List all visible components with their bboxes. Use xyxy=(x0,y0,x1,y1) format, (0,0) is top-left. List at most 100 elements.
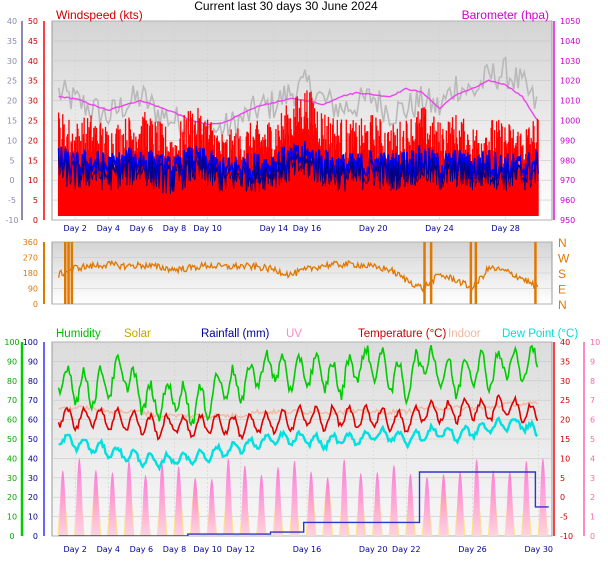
chart-title: Current last 30 days 30 June 2024 xyxy=(194,0,378,13)
windspeed-tick-label: 30 xyxy=(28,97,38,106)
uv-hump xyxy=(58,470,67,536)
windspeed-tick-label: 35 xyxy=(28,77,38,86)
climate-x-tick-label: Day 20 xyxy=(359,545,388,554)
uv-hump xyxy=(505,471,514,536)
humidity-tick-label: 0 xyxy=(9,532,14,541)
temperature-tick-label: 25 xyxy=(560,396,570,405)
legend-entry: Rainfall (mm) xyxy=(201,328,270,340)
wind-outer-tick-label: 5 xyxy=(9,156,14,165)
humidity-tick-label: 20 xyxy=(7,493,17,502)
temperature-tick-label: 40 xyxy=(560,338,570,347)
climate-x-tick-label: Day 12 xyxy=(226,545,255,554)
barometer-tick-label: 1050 xyxy=(560,17,580,26)
uv-tick-label: 4 xyxy=(590,454,595,463)
climate-x-ticks: Day 2 Day 4 Day 6 Day 8 Day 10 Day 12 Day 16 Da… xyxy=(63,545,553,554)
barometer-tick-label: 970 xyxy=(560,176,575,185)
temperature-tick-label: 20 xyxy=(560,416,570,425)
uv-hump xyxy=(158,463,167,536)
barometer-tick-label: 1000 xyxy=(560,117,580,126)
direction-tick-label: 0 xyxy=(33,300,38,309)
rainfall-tick-label: 10 xyxy=(28,513,38,522)
windspeed-tick-label: 45 xyxy=(28,37,38,46)
climate-x-tick-label: Day 10 xyxy=(193,545,222,554)
humidity-tick-label: 90 xyxy=(7,357,17,366)
direction-grid xyxy=(52,241,552,305)
direction-tick-label: 180 xyxy=(23,269,38,278)
uv-hump xyxy=(108,472,117,536)
wind-panel: Windspeed (kts) Barometer (hpa) 40 50 1050… xyxy=(5,8,580,233)
windspeed-tick-label: 15 xyxy=(28,156,38,165)
wind-x-tick-label: Day 8 xyxy=(163,224,186,233)
uv-tick-label: 7 xyxy=(590,396,595,405)
uv-tick-label: 8 xyxy=(590,377,595,386)
barometer-tick-label: 960 xyxy=(560,196,575,205)
rainfall-tick-label: 20 xyxy=(28,493,38,502)
barometer-tick-label: 1040 xyxy=(560,37,580,46)
rainfall-tick-label: 0 xyxy=(33,532,38,541)
direction-tick-label: 90 xyxy=(28,285,38,294)
wind-x-tick-label: Day 16 xyxy=(293,224,322,233)
uv-hump xyxy=(307,471,316,536)
uv-tick-label: 1 xyxy=(590,513,595,522)
uv-hump xyxy=(91,469,100,536)
temperature-tick-label: 5 xyxy=(560,474,565,483)
climate-x-tick-label: Day 16 xyxy=(293,545,322,554)
climate-panel: Humidity Solar Rainfall (mm) UV Temperature … xyxy=(4,328,600,554)
uv-hump xyxy=(389,465,398,536)
rainfall-tick-label: 40 xyxy=(28,454,38,463)
uv-tick-label: 5 xyxy=(590,435,595,444)
uv-hump xyxy=(290,460,299,536)
rainfall-tick-label: 90 xyxy=(28,357,38,366)
uv-hump xyxy=(340,459,349,536)
uv-hump xyxy=(257,474,266,536)
uv-hump xyxy=(522,460,531,536)
compass-label: N xyxy=(558,236,567,250)
windspeed-tick-label: 20 xyxy=(28,136,38,145)
humidity-tick-label: 70 xyxy=(7,396,17,405)
uv-hump xyxy=(224,458,233,536)
wind-series xyxy=(57,55,539,217)
windspeed-tick-label: 10 xyxy=(28,176,38,185)
uv-hump xyxy=(538,458,547,536)
temperature-tick-label: -5 xyxy=(560,513,568,522)
rainfall-line xyxy=(58,471,549,536)
temperature-tick-label: 0 xyxy=(560,493,565,502)
uv-tick-label: 0 xyxy=(590,532,595,541)
wind-outer-tick-label: -10 xyxy=(5,216,18,225)
climate-series xyxy=(57,344,549,536)
uv-hump xyxy=(489,470,498,536)
legend-entry: UV xyxy=(286,328,302,340)
dewpoint-line xyxy=(58,416,539,472)
uv-tick-label: 9 xyxy=(590,357,595,366)
uv-hump xyxy=(274,467,282,536)
uv-hump xyxy=(323,477,332,536)
barometer-tick-label: 1020 xyxy=(560,77,580,86)
wind-x-ticks: Day 2 Day 4 Day 6 Day 8 Day 10 Day 14 Day 16 Da… xyxy=(63,224,519,233)
temperature-tick-label: -10 xyxy=(560,532,573,541)
wind-x-tick-label: Day 14 xyxy=(260,224,289,233)
barometer-tick-label: 990 xyxy=(560,136,575,145)
windspeed-tick-label: 40 xyxy=(28,57,38,66)
uv-hump xyxy=(472,459,481,536)
climate-x-tick-label: Day 4 xyxy=(97,545,120,554)
uv-tick-label: 6 xyxy=(590,416,595,425)
rainfall-tick-label: 80 xyxy=(28,377,38,386)
legend-entry: Temperature (°C) xyxy=(358,328,446,340)
temperature-tick-label: 30 xyxy=(560,377,570,386)
compass-label: E xyxy=(558,283,566,297)
barometer-tick-label: 980 xyxy=(560,156,575,165)
legend-entry: Dew Point (°C) xyxy=(502,328,578,340)
windspeed-tick-label: 5 xyxy=(33,196,38,205)
humidity-tick-label: 50 xyxy=(7,435,17,444)
windspeed-tick-label: 0 xyxy=(33,216,38,225)
windspeed-tick-label: 50 xyxy=(28,17,38,26)
climate-x-tick-label: Day 22 xyxy=(392,545,421,554)
rainfall-tick-label: 100 xyxy=(23,338,38,347)
wind-outer-tick-label: 30 xyxy=(7,57,17,66)
windspeed-axis-title: Windspeed (kts) xyxy=(56,8,143,22)
wind-outer-tick-label: 20 xyxy=(7,97,17,106)
climate-x-tick-label: Day 8 xyxy=(163,545,186,554)
direction-series xyxy=(57,242,539,304)
